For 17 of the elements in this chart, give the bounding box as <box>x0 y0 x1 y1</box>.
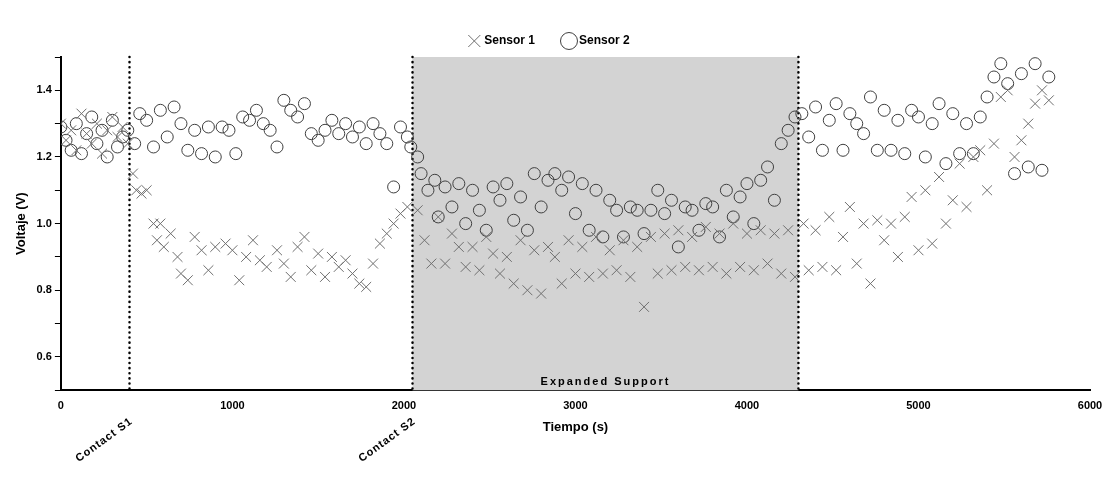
x-tick-label: 1000 <box>220 398 245 411</box>
legend-label: Sensor 1 <box>484 33 536 48</box>
y-tick-label: 1.4 <box>36 83 53 96</box>
x-tick-label: 0 <box>57 398 64 411</box>
x-tick-label: 4000 <box>734 398 760 411</box>
x-tick-label: 3000 <box>563 398 588 411</box>
y-tick-label: 1.0 <box>36 216 52 229</box>
y-tick-label: 0.6 <box>36 349 52 362</box>
x-tick-label: 5000 <box>906 398 931 411</box>
band-label: Expanded Support <box>540 374 671 387</box>
y-tick-label: 1.2 <box>36 149 52 162</box>
legend-label: Sensor 2 <box>579 33 631 48</box>
x-tick-label: 6000 <box>1077 398 1103 411</box>
y-axis-title: Voltaje (V) <box>13 192 29 255</box>
x-tick-label: 2000 <box>391 398 417 411</box>
x-axis-title: Tiempo (s) <box>542 418 609 434</box>
y-tick-label: 0.8 <box>36 283 52 296</box>
